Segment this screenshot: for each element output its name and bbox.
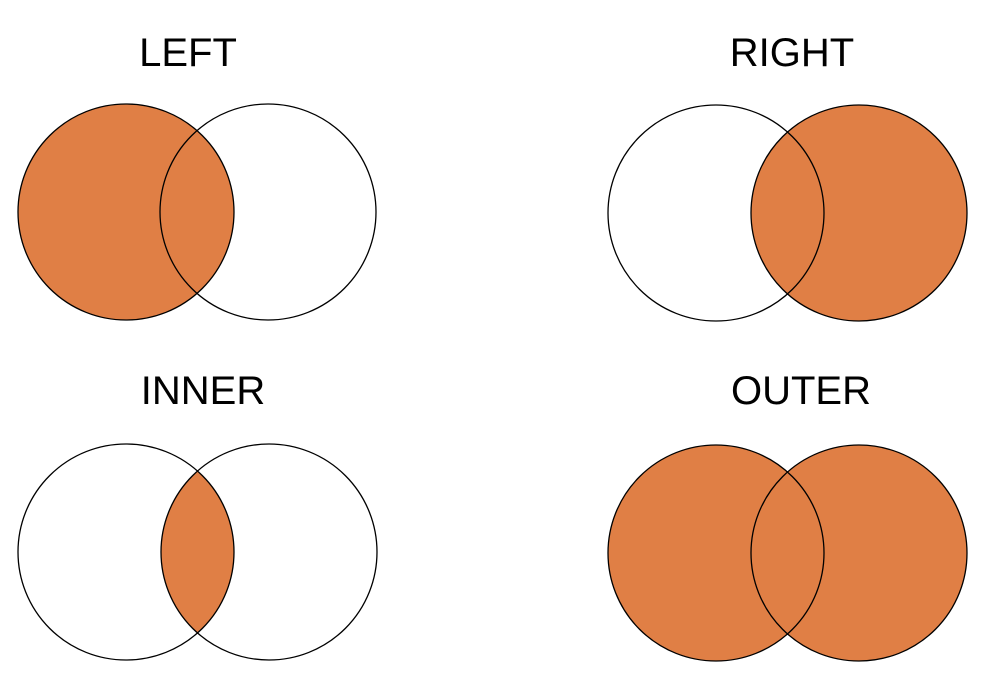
- panel-title-left: LEFT: [139, 31, 237, 75]
- venn-right: [607, 104, 968, 322]
- venn-left-circle-a: [17, 103, 235, 321]
- venn-inner-circle-b: [160, 443, 378, 661]
- venn-left-highlight-left: [18, 104, 234, 320]
- panel-inner-join: INNER: [0, 0, 500, 698]
- panel-left-join: LEFT: [0, 0, 500, 349]
- venn-right-circle-b: [750, 104, 968, 322]
- venn-right-circle-a: [607, 104, 825, 322]
- panel-title-inner: INNER: [140, 369, 266, 413]
- venn-outer-circle-b: [750, 444, 968, 662]
- venn-inner-highlight-intersection: [160, 471, 235, 633]
- venn-outer-highlight-left: [608, 445, 824, 661]
- venn-left: [17, 103, 377, 321]
- venn-inner-circle-a: [17, 443, 235, 661]
- venn-left-circle-b: [159, 103, 377, 321]
- panel-title-outer: OUTER: [731, 369, 871, 413]
- panel-title-right: RIGHT: [729, 31, 855, 75]
- panel-right-join: RIGHT: [607, 31, 968, 322]
- venn-outer-circle-a: [607, 444, 825, 662]
- venn-right-highlight-right: [751, 105, 967, 321]
- venn-inner: [17, 443, 378, 661]
